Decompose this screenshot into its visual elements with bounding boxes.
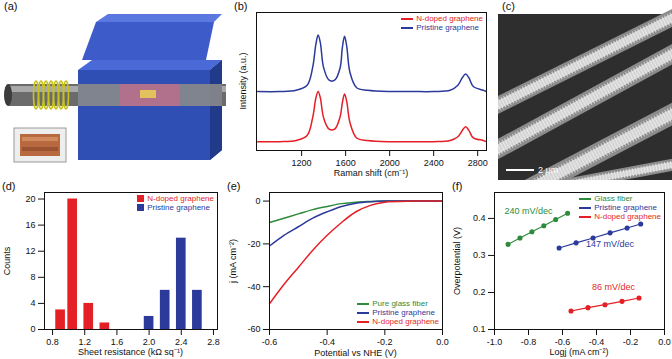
svg-text:2400: 2400 — [424, 158, 444, 168]
svg-text:-0.4: -0.4 — [319, 337, 335, 347]
svg-text:0.3: 0.3 — [473, 250, 486, 260]
html-text:Pristine graphene: Pristine graphene — [594, 203, 657, 212]
svg-text:-0.8: -0.8 — [521, 337, 537, 347]
html-text:Sheet resistance (kΩ sq⁻¹): Sheet resistance (kΩ sq⁻¹) — [78, 347, 183, 357]
svg-text:86 mV/dec: 86 mV/dec — [592, 282, 636, 292]
svg-text:0.4: 0.4 — [473, 213, 486, 223]
svg-text:-1.0: -1.0 — [487, 337, 503, 347]
svg-text:-0.2: -0.2 — [377, 337, 393, 347]
html-text:N-doped graphene: N-doped graphene — [372, 317, 439, 326]
svg-text:-0.2: -0.2 — [623, 337, 639, 347]
html-text:Pure glass fiber: Pure glass fiber — [372, 299, 428, 308]
html-text:(f): (f) — [452, 180, 463, 192]
svg-text:1200: 1200 — [292, 158, 312, 168]
svg-text:-20: -20 — [247, 239, 260, 249]
svg-text:1.6: 1.6 — [111, 337, 124, 347]
svg-text:8: 8 — [30, 272, 35, 282]
html-text:j (mA cm⁻²): j (mA cm⁻²) — [227, 238, 238, 283]
svg-text:1600: 1600 — [336, 158, 356, 168]
html-text:(c): (c) — [502, 0, 515, 12]
html-text:N-doped graphene: N-doped graphene — [416, 14, 483, 23]
svg-text:147 mV/dec: 147 mV/dec — [586, 239, 635, 249]
svg-text:240 mV/dec: 240 mV/dec — [504, 206, 553, 216]
html-text:(d): (d) — [2, 180, 16, 192]
html-text:Pristine graphene: Pristine graphene — [416, 23, 479, 32]
html-text:N-doped graphene: N-doped graphene — [147, 194, 214, 203]
svg-text:1.2: 1.2 — [78, 337, 91, 347]
svg-text:2.4: 2.4 — [175, 337, 188, 347]
html-text:Intensity (a.u.): Intensity (a.u.) — [238, 52, 248, 110]
svg-text:-0.6: -0.6 — [262, 337, 278, 347]
html-text:(e): (e) — [227, 180, 241, 192]
html-text:(b): (b) — [234, 0, 248, 12]
html-text:Pristine graphene: Pristine graphene — [372, 308, 435, 317]
svg-text:2000: 2000 — [380, 158, 400, 168]
svg-text:12: 12 — [25, 246, 35, 256]
svg-text:4: 4 — [30, 298, 35, 308]
svg-text:-0.6: -0.6 — [555, 337, 571, 347]
html-text:(a): (a) — [4, 0, 18, 12]
svg-text:2 μm: 2 μm — [538, 165, 558, 175]
html-text:Potential vs NHE (V): Potential vs NHE (V) — [314, 348, 397, 358]
svg-text:0.1: 0.1 — [473, 324, 486, 334]
html-text:Counts: Counts — [2, 246, 12, 275]
svg-text:-0.4: -0.4 — [589, 337, 605, 347]
svg-text:-40: -40 — [247, 282, 260, 292]
svg-text:0: 0 — [30, 324, 35, 334]
svg-text:0.0: 0.0 — [436, 337, 449, 347]
svg-text:-60: -60 — [247, 324, 260, 334]
svg-text:2.8: 2.8 — [207, 337, 220, 347]
html-text:Overpotential (V): Overpotential (V) — [452, 226, 462, 295]
html-text:Raman shift (cm⁻¹): Raman shift (cm⁻¹) — [333, 168, 409, 178]
html-text:Glass fiber: Glass fiber — [594, 194, 633, 203]
html-text:N-doped graphene: N-doped graphene — [594, 212, 661, 221]
svg-text:2800: 2800 — [468, 158, 488, 168]
svg-text:16: 16 — [25, 220, 35, 230]
html-text:Logj (mA cm⁻²): Logj (mA cm⁻²) — [549, 347, 609, 357]
svg-text:0.2: 0.2 — [473, 287, 486, 297]
svg-text:2.0: 2.0 — [143, 337, 156, 347]
svg-text:0.0: 0.0 — [658, 337, 671, 347]
svg-text:0.8: 0.8 — [46, 337, 59, 347]
svg-text:20: 20 — [25, 194, 35, 204]
html-text:Pristine graphene: Pristine graphene — [147, 203, 210, 212]
svg-text:0: 0 — [255, 196, 260, 206]
